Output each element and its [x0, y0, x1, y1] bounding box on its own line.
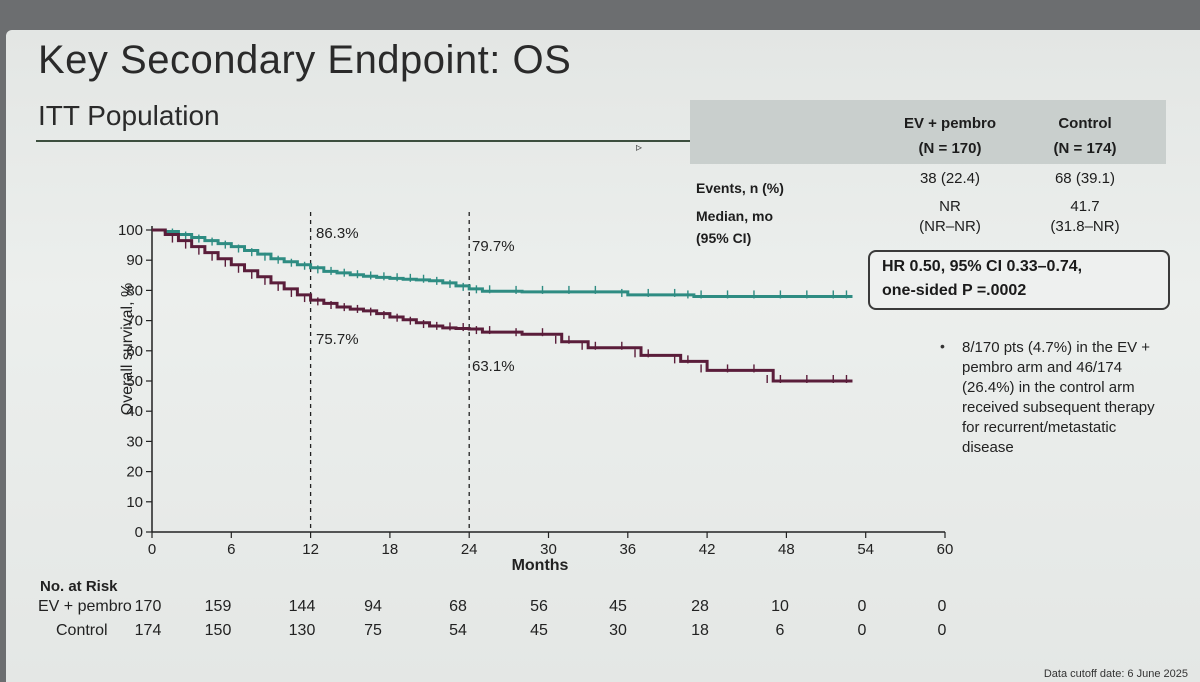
x-tick-label: 24	[461, 541, 478, 558]
bullet-icon: •	[940, 338, 945, 354]
p-value-line: one-sided P =.0002	[882, 282, 1027, 299]
hazard-ratio-line: HR 0.50, 95% CI 0.33–0.74,	[882, 258, 1083, 275]
x-tick-label: 12	[302, 541, 319, 558]
x-tick-label: 54	[857, 541, 874, 558]
x-tick-label: 0	[148, 541, 156, 558]
x-tick-label: 48	[778, 541, 795, 558]
slide-title: Key Secondary Endpoint: OS	[38, 38, 572, 82]
events-label: Events, n (%)	[696, 180, 784, 196]
median-ev: NR	[939, 198, 961, 215]
risk-row-control-label: Control	[56, 622, 108, 639]
annotation-ev-12mo: 86.3%	[316, 225, 359, 242]
median-ci-label: (95% CI)	[696, 230, 752, 246]
data-cutoff-footnote: Data cutoff date: 6 June 2025	[1043, 668, 1188, 680]
y-tick-label: 20	[126, 464, 143, 481]
risk-cell: 170	[134, 598, 162, 615]
y-tick-label: 90	[126, 252, 143, 269]
table-header-ev-n: (N = 170)	[918, 140, 982, 157]
y-tick-label: 0	[135, 524, 143, 541]
x-tick-label: 36	[619, 541, 636, 558]
annotation-control-12mo: 75.7%	[316, 331, 359, 348]
y-tick-label: 100	[118, 222, 143, 239]
risk-cell: 45	[609, 598, 627, 615]
median-control-ci: (31.8–NR)	[1050, 218, 1120, 235]
y-tick-label: 80	[126, 282, 143, 299]
risk-cell: 56	[530, 598, 548, 615]
x-tick-label: 42	[699, 541, 716, 558]
annotation-control-24mo: 63.1%	[472, 358, 515, 375]
x-tick-label: 60	[937, 541, 954, 558]
y-tick-label: 70	[126, 313, 143, 330]
slide-subtitle: ITT Population	[38, 100, 220, 131]
risk-cell: 75	[364, 622, 382, 639]
x-tick-label: 18	[382, 541, 399, 558]
risk-cell: 54	[449, 622, 467, 639]
table-header-ev: EV + pembro	[903, 115, 997, 132]
y-tick-label: 40	[126, 403, 143, 420]
risk-cell: 68	[449, 598, 467, 615]
risk-table-title: No. at Risk	[40, 578, 118, 595]
risk-cell: 0	[857, 622, 867, 639]
risk-cell: 0	[937, 622, 947, 639]
hazard-ratio-box: HR 0.50, 95% CI 0.33–0.74, one-sided P =…	[868, 250, 1170, 310]
risk-cell: 174	[134, 622, 162, 639]
y-tick-label: 60	[126, 343, 143, 360]
risk-cell: 130	[288, 622, 316, 639]
risk-cell: 0	[857, 598, 867, 615]
risk-cell: 6	[775, 622, 785, 639]
risk-cell: 150	[204, 622, 232, 639]
x-axis-label: Months	[511, 557, 569, 574]
risk-cell: 28	[691, 598, 709, 615]
y-tick-label: 10	[126, 494, 143, 511]
risk-cell: 0	[937, 598, 947, 615]
median-control: 41.7	[1070, 198, 1100, 215]
risk-cell: 30	[609, 622, 627, 639]
chart-axes: 0 10 20 30 40 50 60 70 80 90 100 0 6 12 18 24 30 36 42 48 54…	[118, 222, 953, 558]
table-header-control-n: (N = 174)	[1053, 140, 1117, 157]
risk-cell: 159	[204, 598, 232, 615]
annotation-ev-24mo: 79.7%	[472, 238, 515, 255]
y-tick-label: 50	[126, 373, 143, 390]
median-ev-ci: (NR–NR)	[919, 218, 981, 235]
x-tick-label: 30	[540, 541, 557, 558]
table-header-control: Control	[1058, 115, 1112, 132]
risk-row-ev-label: EV + pembro	[38, 598, 132, 615]
subsequent-therapy-note: 8/170 pts (4.7%) in the EV + pembro arm …	[962, 339, 1155, 456]
y-axis-label: Overall survival, %	[119, 282, 136, 416]
reference-lines	[309, 212, 470, 532]
events-control: 68 (39.1)	[1054, 170, 1116, 187]
events-ev: 38 (22.4)	[919, 170, 981, 187]
risk-cell: 94	[364, 598, 382, 615]
survival-curves	[152, 228, 853, 383]
risk-cell: 18	[691, 622, 709, 639]
median-label: Median, mo	[696, 208, 774, 224]
risk-cell: 10	[771, 598, 789, 615]
risk-cell: 144	[288, 598, 316, 615]
table-header-background	[690, 100, 1166, 164]
y-tick-label: 30	[126, 433, 143, 450]
mouse-cursor-icon: ▹	[636, 140, 643, 154]
title-divider	[36, 140, 1156, 142]
x-tick-label: 6	[227, 541, 235, 558]
risk-cell: 45	[530, 622, 548, 639]
